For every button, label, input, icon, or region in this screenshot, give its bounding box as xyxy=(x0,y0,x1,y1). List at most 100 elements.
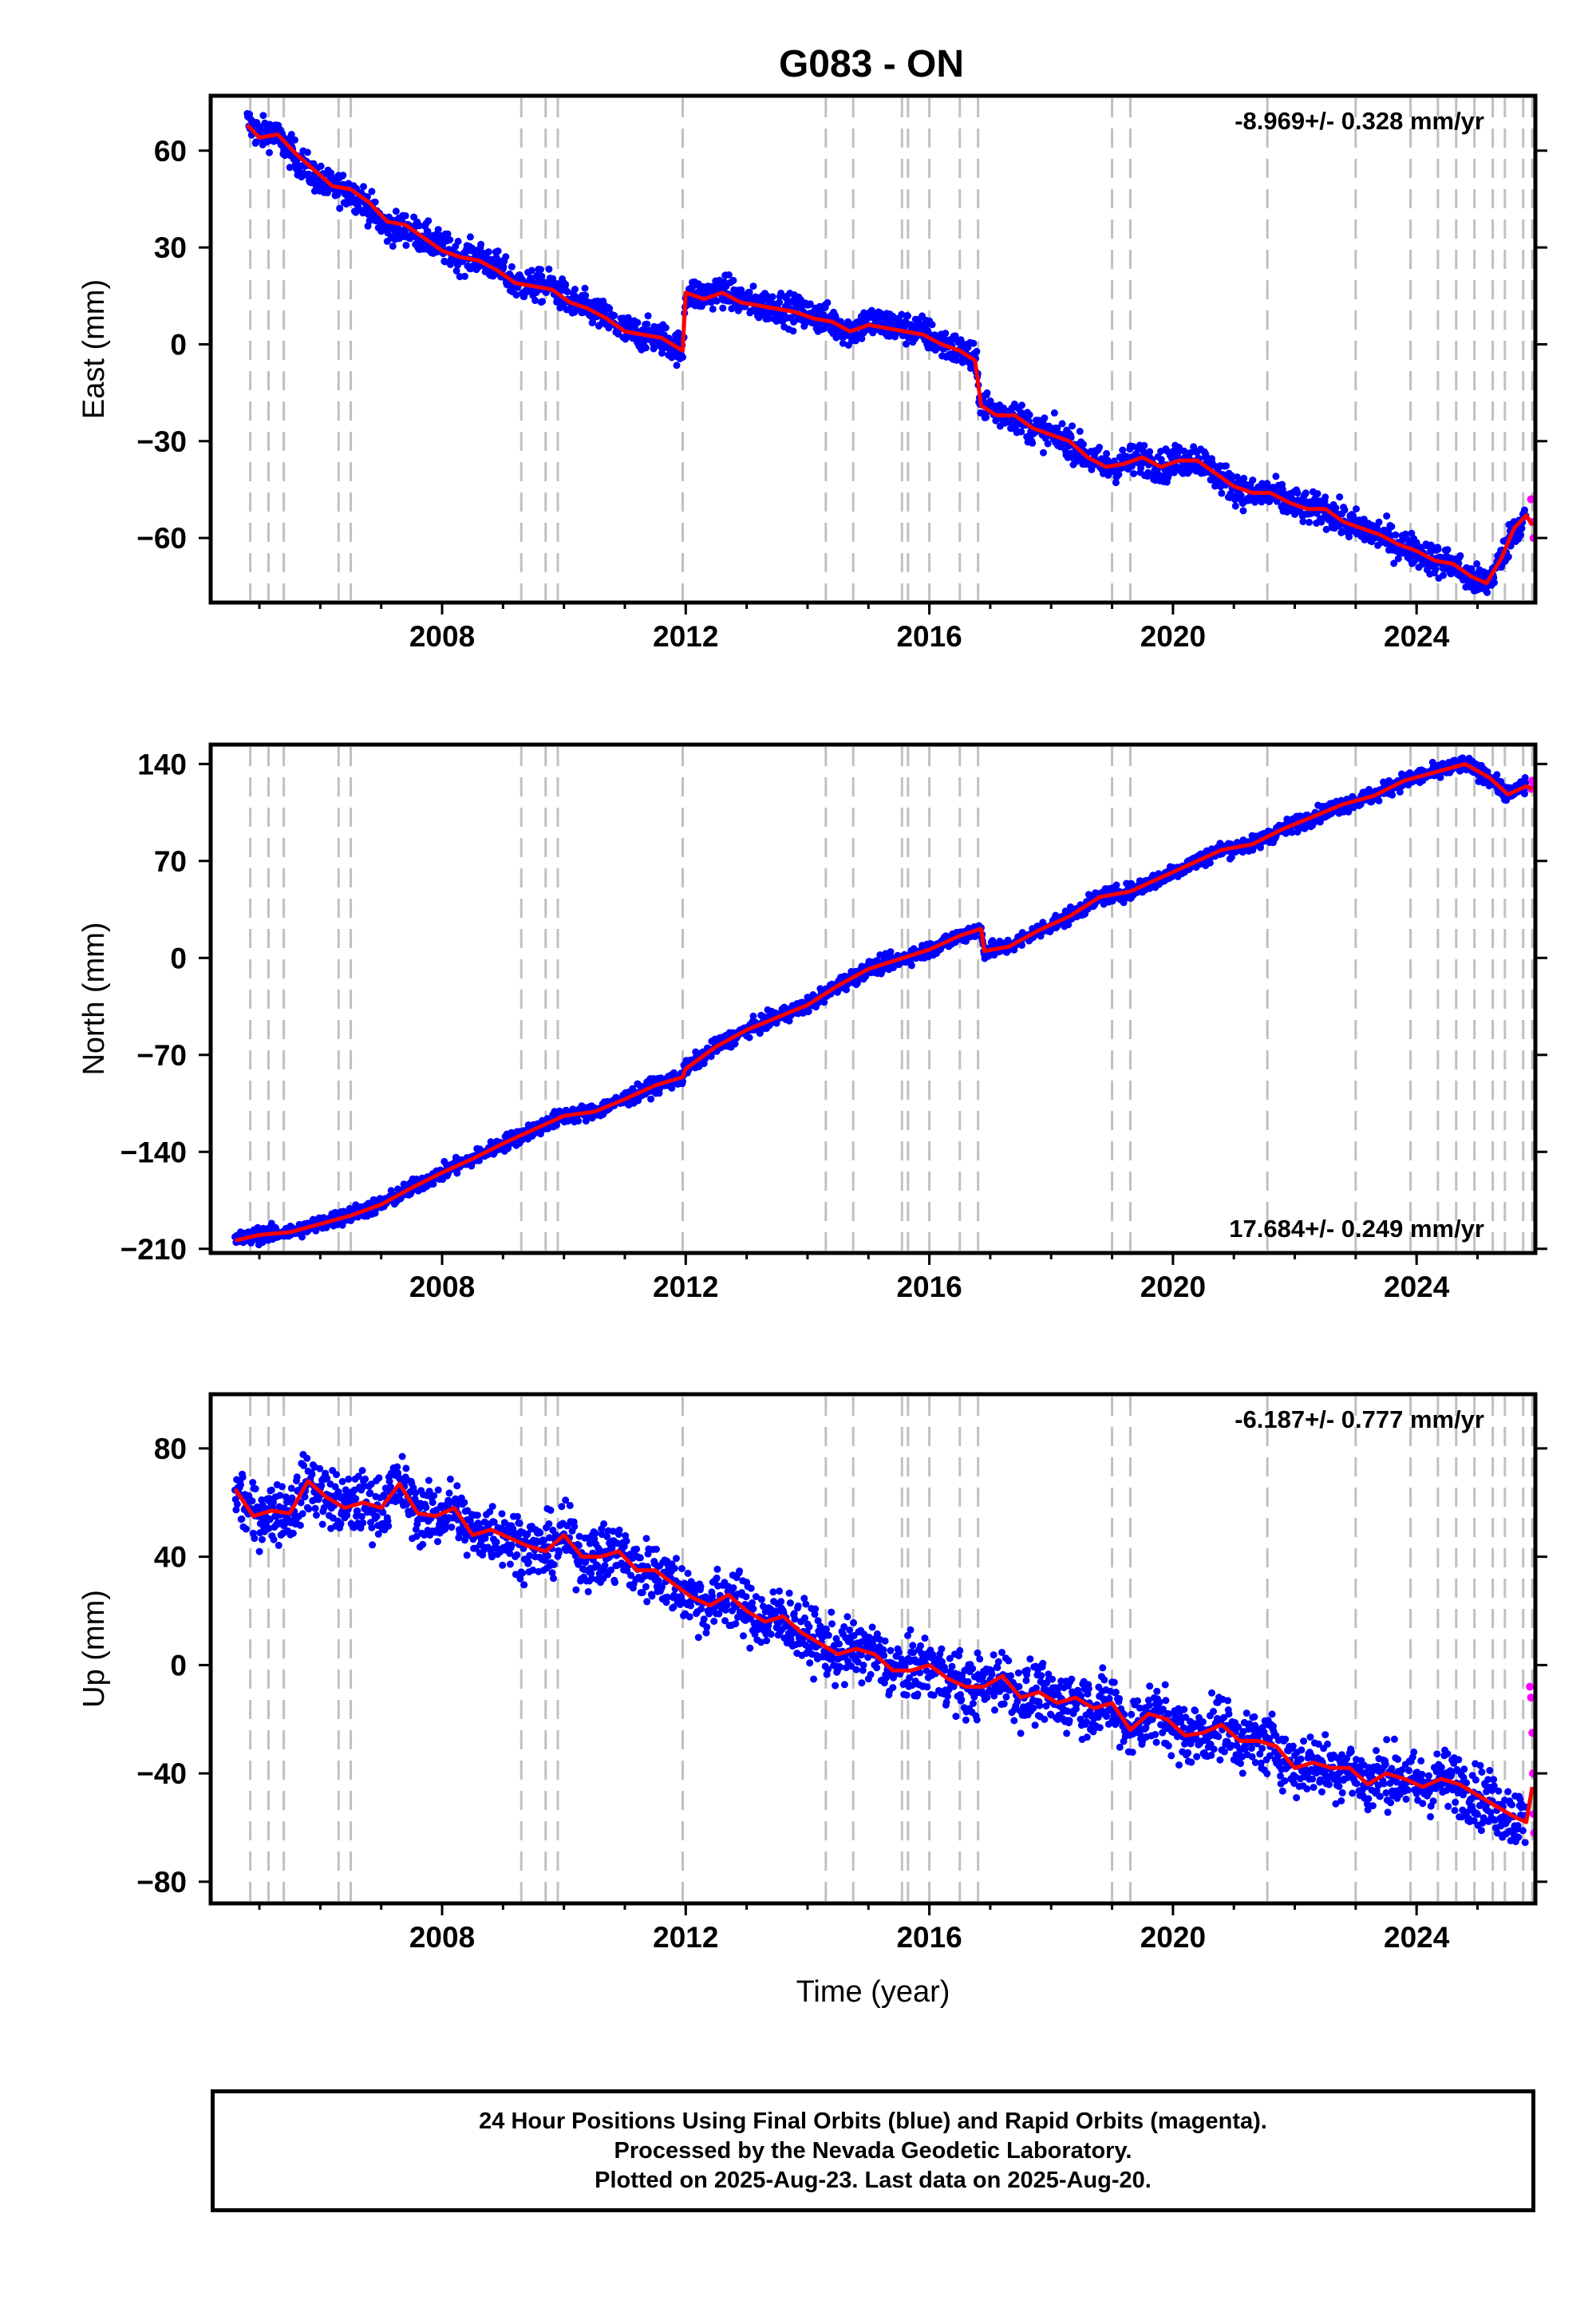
x-tick-label: 2016 xyxy=(896,1271,962,1303)
data-point xyxy=(589,318,597,326)
data-point xyxy=(1069,422,1077,430)
data-point xyxy=(973,347,981,355)
data-point xyxy=(709,305,717,313)
data-point xyxy=(1050,409,1058,417)
data-point xyxy=(500,263,508,271)
panel-2: 2008 2012 2016 2020 2024140700−70−140−210Nor… xyxy=(77,742,1547,1303)
data-point xyxy=(1119,446,1127,454)
data-point xyxy=(316,1464,324,1472)
data-point xyxy=(1112,479,1120,487)
data-point xyxy=(957,336,965,344)
data-point xyxy=(401,211,409,219)
data-point xyxy=(1473,560,1481,567)
x-tick-label: 2020 xyxy=(1140,1271,1206,1303)
data-point xyxy=(789,327,797,335)
y-tick-label: −210 xyxy=(120,1233,187,1266)
data-point xyxy=(1058,420,1066,428)
data-point xyxy=(582,1117,590,1125)
data-point xyxy=(1029,439,1037,447)
plot-frame xyxy=(208,93,1538,605)
data-point xyxy=(1392,531,1400,539)
data-point xyxy=(280,1504,288,1512)
data-point xyxy=(232,1506,240,1514)
data-point xyxy=(293,1473,301,1481)
data-point xyxy=(283,1498,291,1506)
data-point xyxy=(1240,474,1248,482)
data-point xyxy=(1440,571,1447,579)
data-point xyxy=(713,297,721,305)
data-point xyxy=(1504,553,1512,561)
data-point xyxy=(610,311,618,319)
data-point xyxy=(248,1497,256,1505)
data-point xyxy=(679,354,686,362)
data-point xyxy=(571,286,579,293)
data-point xyxy=(1436,773,1444,781)
data-point xyxy=(539,298,547,306)
data-point xyxy=(276,1492,284,1500)
data-point xyxy=(1345,533,1353,541)
data-point xyxy=(731,1040,739,1048)
data-point xyxy=(1468,565,1476,573)
data-point xyxy=(1332,504,1340,512)
data-point xyxy=(402,241,410,249)
data-point xyxy=(429,1180,437,1188)
data-point xyxy=(1375,796,1383,804)
model-line xyxy=(234,761,1534,1243)
data-point xyxy=(1065,921,1073,929)
data-point xyxy=(764,314,772,322)
y-tick-label: −140 xyxy=(120,1136,187,1168)
data-point xyxy=(1180,447,1188,455)
data-point xyxy=(287,131,295,138)
data-point xyxy=(287,1484,295,1492)
data-point xyxy=(1076,428,1084,435)
data-point xyxy=(1491,579,1498,587)
data-point xyxy=(1218,489,1226,497)
data-point xyxy=(581,284,589,292)
data-point xyxy=(1456,551,1464,559)
data-point xyxy=(907,962,915,970)
data-point xyxy=(644,312,652,320)
data-point xyxy=(303,1454,311,1462)
y-tick-label: 140 xyxy=(137,748,187,781)
data-point xyxy=(1518,524,1526,532)
data-point xyxy=(951,332,959,340)
data-point xyxy=(1115,471,1123,479)
rapid-point xyxy=(1527,495,1535,504)
data-point xyxy=(1314,490,1321,498)
data-point xyxy=(291,136,298,144)
data-point xyxy=(1388,523,1396,531)
data-point xyxy=(1237,492,1245,500)
data-point xyxy=(336,204,344,212)
data-point xyxy=(1278,485,1286,493)
data-point xyxy=(1096,444,1104,451)
data-point xyxy=(1041,414,1049,422)
y-tick-label: 70 xyxy=(154,845,187,878)
data-point xyxy=(267,1486,275,1494)
data-point xyxy=(512,291,520,299)
data-point xyxy=(446,236,454,243)
data-point xyxy=(1434,545,1442,553)
data-point xyxy=(494,247,502,255)
data-point xyxy=(953,356,961,364)
data-point xyxy=(1353,505,1360,513)
data-point xyxy=(777,289,785,297)
data-point xyxy=(1239,507,1247,515)
data-point xyxy=(1521,773,1529,781)
data-point xyxy=(311,1504,319,1512)
data-point xyxy=(425,217,433,225)
x-tick-label: 2016 xyxy=(896,620,962,653)
data-point xyxy=(804,1007,812,1015)
data-point xyxy=(303,148,311,156)
data-point xyxy=(1137,464,1145,472)
data-point xyxy=(642,344,650,352)
data-point xyxy=(265,1524,273,1532)
data-point xyxy=(1365,785,1373,793)
data-point xyxy=(1018,942,1025,949)
data-point xyxy=(266,148,273,156)
data-point xyxy=(563,288,571,295)
data-point xyxy=(634,318,642,326)
data-point xyxy=(1521,790,1528,798)
data-point xyxy=(368,188,376,196)
data-point xyxy=(249,1479,257,1487)
y-tick-label: 0 xyxy=(170,328,187,361)
